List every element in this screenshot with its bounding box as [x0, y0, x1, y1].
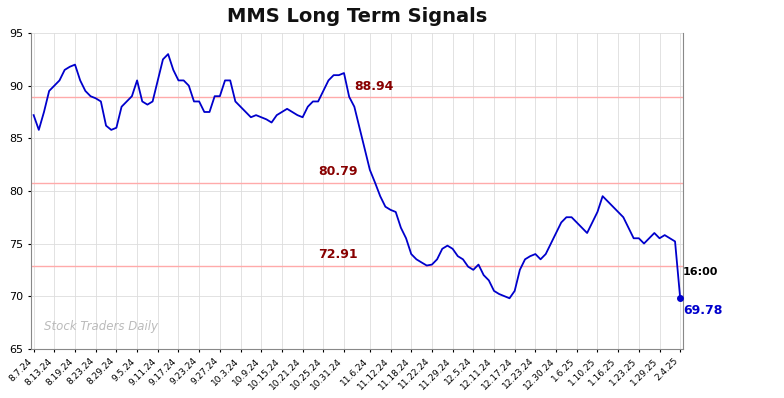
Text: 88.94: 88.94 [354, 80, 394, 93]
Text: Stock Traders Daily: Stock Traders Daily [44, 320, 158, 333]
Text: 72.91: 72.91 [318, 248, 358, 261]
Text: 80.79: 80.79 [318, 166, 358, 178]
Text: 16:00: 16:00 [683, 267, 718, 277]
Title: MMS Long Term Signals: MMS Long Term Signals [227, 7, 487, 26]
Text: 69.78: 69.78 [683, 304, 722, 317]
